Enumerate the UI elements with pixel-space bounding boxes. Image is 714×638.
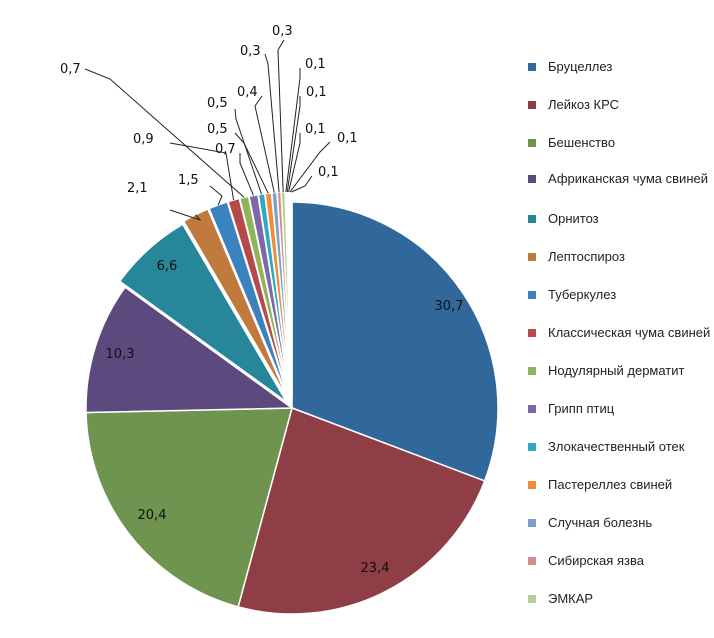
legend-item: Грипп птиц xyxy=(528,400,714,417)
data-label-19: 0,1 xyxy=(337,131,358,146)
legend-label: Лейкоз КРС xyxy=(548,97,619,112)
leader-line-10 xyxy=(239,153,254,196)
pie-slices xyxy=(85,191,499,615)
legend-label: Нодулярный дерматит xyxy=(548,363,685,378)
legend-swatch xyxy=(528,557,536,565)
legend-item: Нодулярный дерматит xyxy=(528,362,714,379)
legend-label: ЭМКАР xyxy=(548,591,594,606)
leader-line-20 xyxy=(291,175,313,193)
legend-item: Сибирская язва xyxy=(528,552,714,569)
legend-swatch xyxy=(528,595,536,603)
legend-swatch xyxy=(528,481,536,489)
legend-swatch xyxy=(528,175,536,183)
legend-swatch xyxy=(528,63,536,71)
data-label-9: 0,7 xyxy=(60,62,81,77)
legend-label: Бешенство xyxy=(548,135,616,150)
legend-label: Сибирская язва xyxy=(548,553,644,568)
legend-item: Классическая чума свиней xyxy=(528,324,714,341)
leader-line-14 xyxy=(264,53,280,193)
legend-swatch xyxy=(528,329,536,337)
legend-item: Случная болезнь xyxy=(528,514,714,531)
legend-label: Орнитоз xyxy=(548,211,599,226)
legend-item: Лейкоз КРС xyxy=(528,96,714,113)
legend-item: Пастереллез свиней xyxy=(528,476,714,493)
legend-item: Злокачественный отек xyxy=(528,438,714,455)
legend-label: Туберкулез xyxy=(548,287,617,302)
legend-swatch xyxy=(528,139,536,147)
leader-line-12 xyxy=(234,132,269,194)
legend-swatch xyxy=(528,215,536,223)
data-label-18: 0,1 xyxy=(305,122,326,137)
leader-lines xyxy=(84,39,331,222)
pie-slice-4 xyxy=(85,286,295,414)
data-label-14: 0,3 xyxy=(240,44,261,59)
leader-line-19 xyxy=(289,141,331,193)
legend-item: ЭМКАР xyxy=(528,590,714,607)
legend-item: Бешенство xyxy=(528,134,714,151)
leader-line-11 xyxy=(234,108,262,195)
data-label-6: 2,1 xyxy=(127,181,148,196)
data-label-2: 23,4 xyxy=(361,561,390,576)
leader-line-18 xyxy=(288,133,301,193)
data-label-5: 6,6 xyxy=(157,259,178,274)
data-label-20: 0,1 xyxy=(318,165,339,180)
legend-label: Классическая чума свиней xyxy=(548,325,711,340)
data-label-1: 30,7 xyxy=(435,299,464,314)
pie-slice-6 xyxy=(182,208,289,400)
data-label-13: 0,4 xyxy=(237,85,258,100)
legend-item: Орнитоз xyxy=(528,210,714,227)
legend-swatch xyxy=(528,253,536,261)
leader-line-15 xyxy=(277,39,285,193)
legend-label: Грипп птиц xyxy=(548,401,615,416)
pie-slice-1 xyxy=(291,201,499,482)
legend-swatch xyxy=(528,443,536,451)
data-label-7: 1,5 xyxy=(178,173,199,188)
pie-slice-2 xyxy=(237,407,486,615)
data-label-17: 0,1 xyxy=(306,85,327,100)
pie-slice-3 xyxy=(85,407,293,608)
leader-line-16 xyxy=(285,68,301,193)
data-label-8: 0,9 xyxy=(133,132,154,147)
legend-item: Туберкулез xyxy=(528,286,714,303)
leader-line-17 xyxy=(286,96,301,193)
legend-label: Бруцеллез xyxy=(548,59,613,74)
legend-swatch xyxy=(528,291,536,299)
leader-line-9 xyxy=(84,68,245,198)
data-label-4: 10,3 xyxy=(106,347,135,362)
data-label-10: 0,7 xyxy=(215,142,236,157)
data-label-11: 0,5 xyxy=(207,96,228,111)
legend-label: Случная болезнь xyxy=(548,515,653,530)
legend-swatch xyxy=(528,519,536,527)
data-label-16: 0,1 xyxy=(305,57,326,72)
pie-slice-7 xyxy=(208,200,290,399)
data-label-3: 20,4 xyxy=(138,508,167,523)
legend-label: Африканская чума свиней xyxy=(548,171,708,186)
legend-item: Лептоспироз xyxy=(528,248,714,265)
legend-label: Лептоспироз xyxy=(548,249,625,264)
legend-swatch xyxy=(528,367,536,375)
leader-line-13 xyxy=(254,95,275,193)
data-label-15: 0,3 xyxy=(272,24,293,39)
legend-label: Пастереллез свиней xyxy=(548,477,673,492)
leader-line-7 xyxy=(209,185,223,206)
legend-label: Злокачественный отек xyxy=(548,439,685,454)
legend-item: Африканская чума свиней xyxy=(528,170,714,187)
legend-swatch xyxy=(528,101,536,109)
data-label-12: 0,5 xyxy=(207,122,228,137)
legend-item: Бруцеллез xyxy=(528,58,714,75)
leader-line-6 xyxy=(169,209,202,222)
pie-slice-5 xyxy=(118,223,288,403)
legend-swatch xyxy=(528,405,536,413)
leader-line-8 xyxy=(169,142,235,201)
data-labels: 30,7 23,4 20,4 10,3 6,6 2,1 1,5 0,9 0,7 0,7 0,5 0,5… xyxy=(60,24,463,576)
